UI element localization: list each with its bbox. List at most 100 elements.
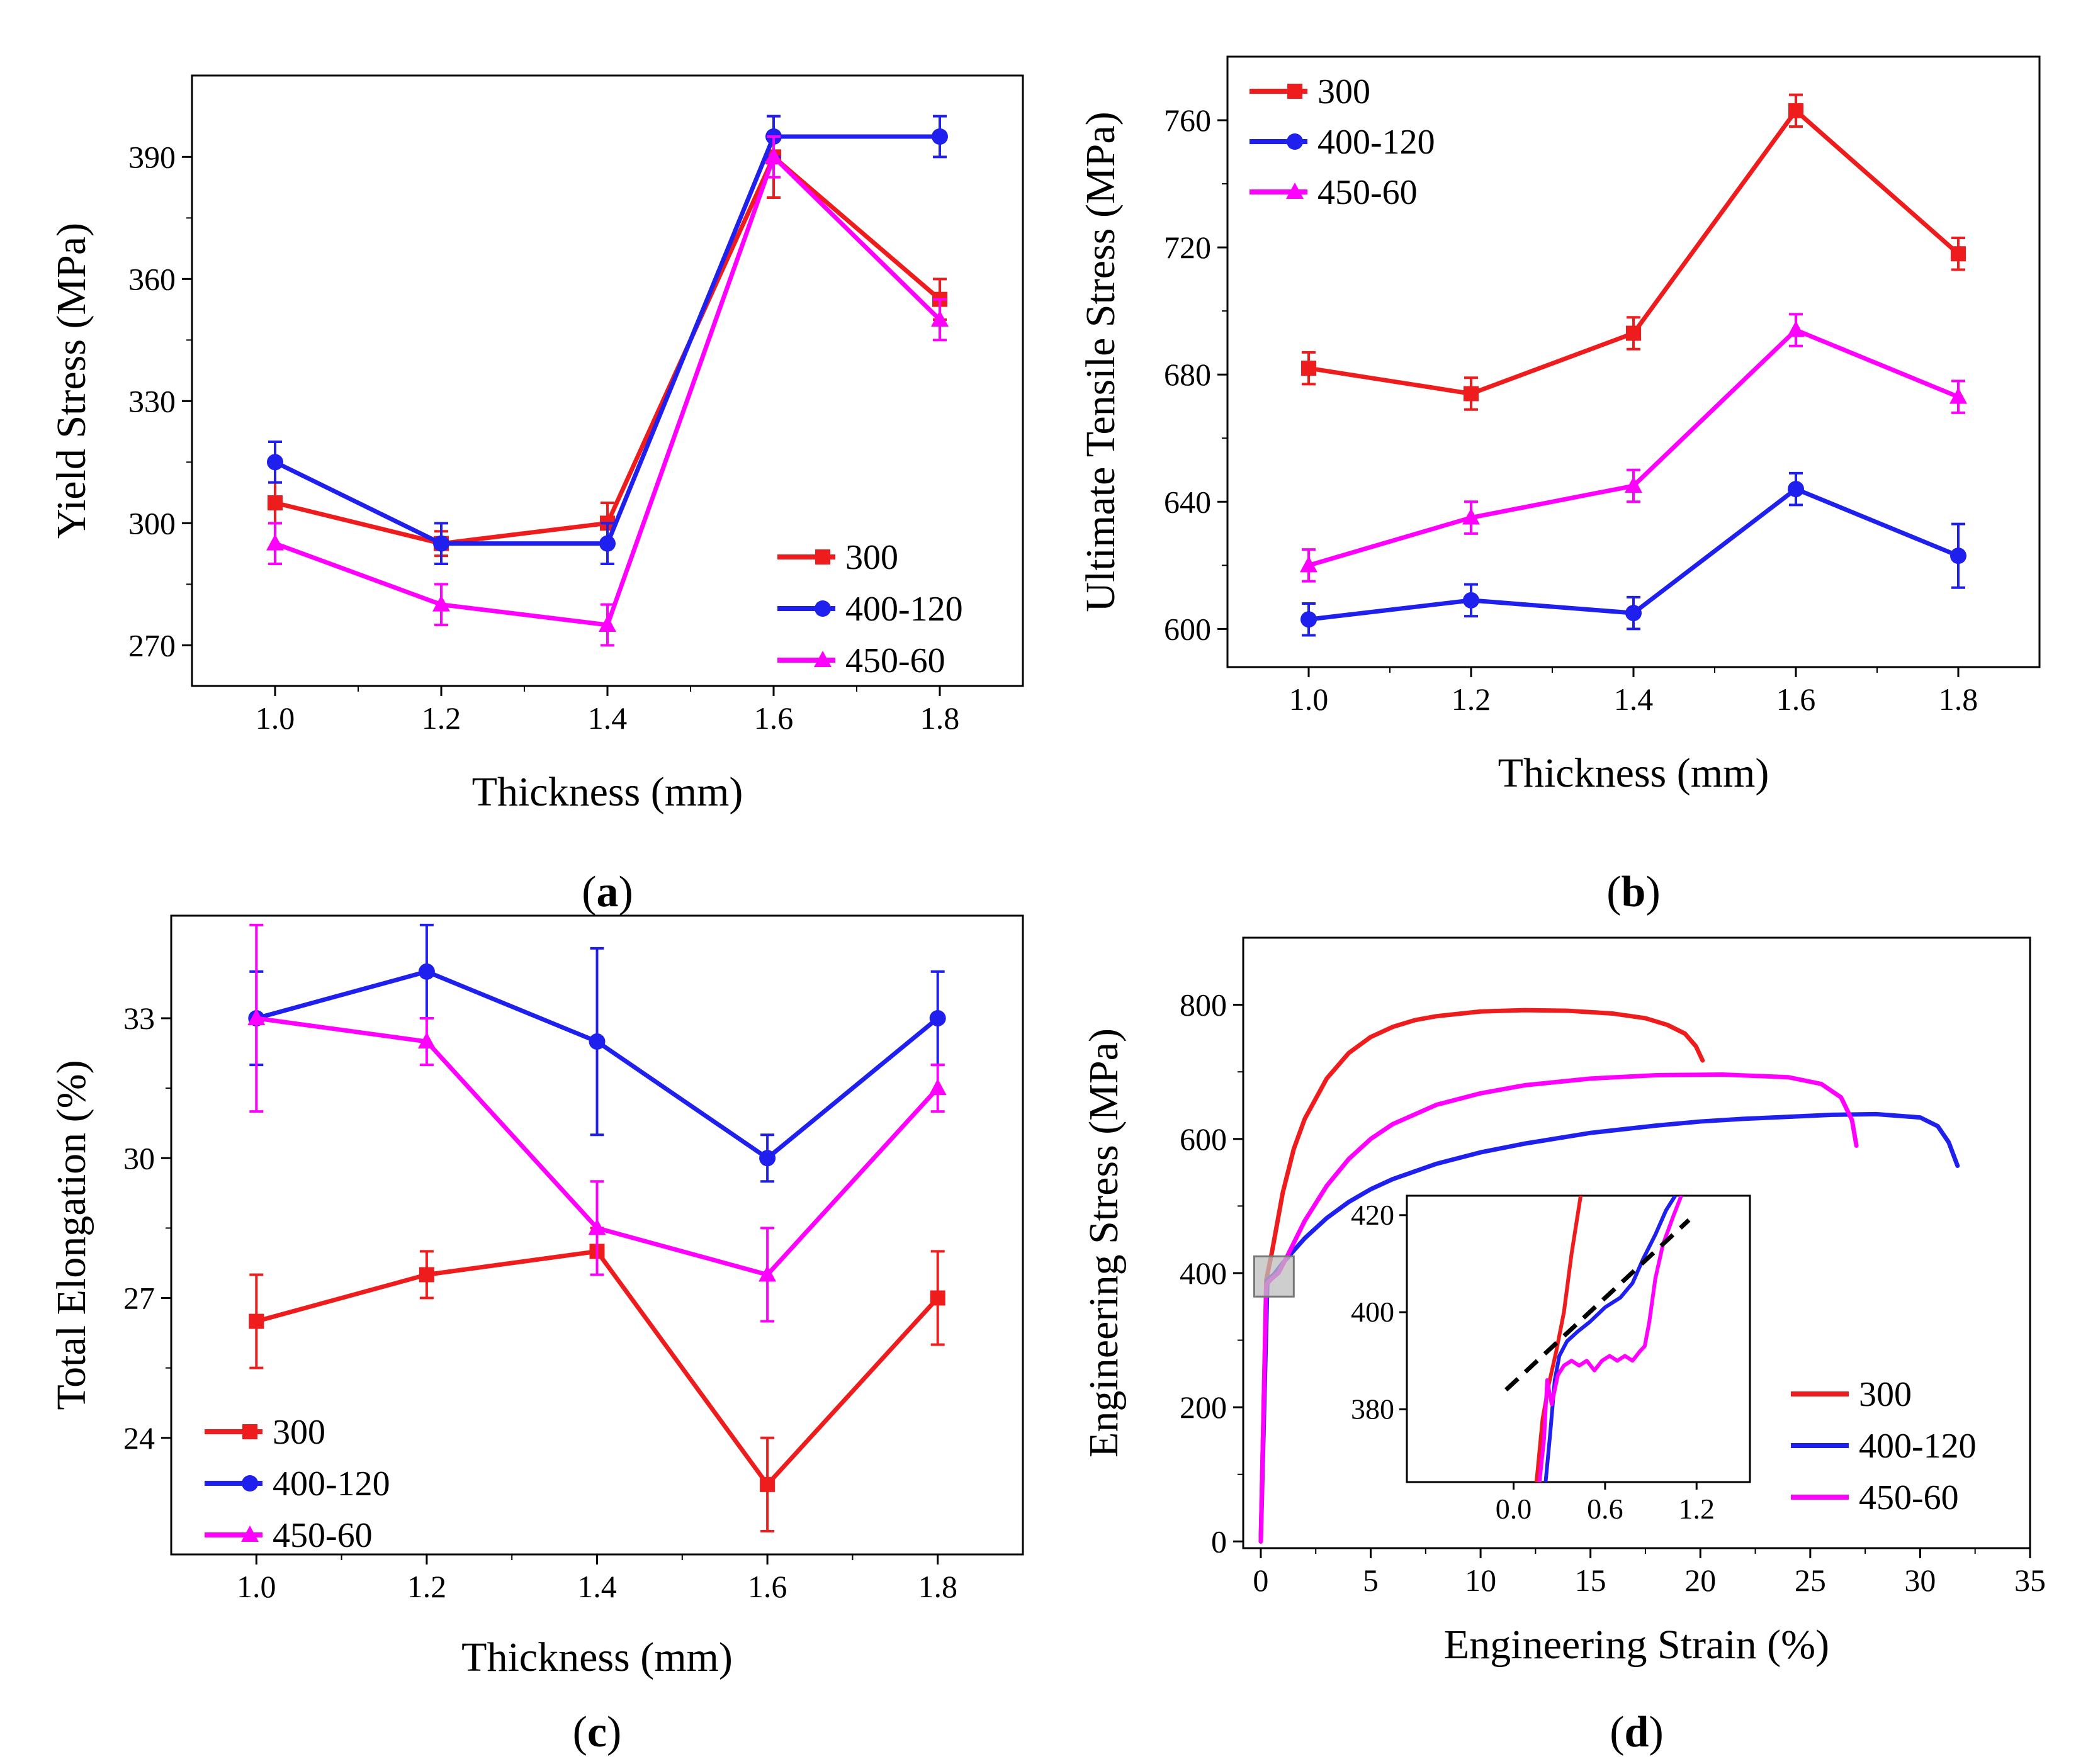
data-point: [760, 1476, 776, 1492]
x-tick-label: 30: [1904, 1563, 1936, 1598]
series-400-120: [1300, 471, 1966, 637]
data-point: [1949, 387, 1967, 404]
panel-label: (c): [573, 1708, 622, 1756]
offset-yield-line: [1504, 1218, 1691, 1392]
panel-label: (a): [582, 868, 633, 916]
x-axis-label: Thickness (mm): [461, 1634, 733, 1680]
legend-label: 450-60: [273, 1516, 373, 1555]
legend-marker: [815, 549, 830, 565]
y-axis-label: Total Elongation (%): [48, 1060, 94, 1410]
chart-panel-d: 0 5 10 15 20 25 30 35 0 200 400 600 800 Engineering S…: [1081, 936, 2046, 1756]
data-point: [759, 1150, 776, 1167]
x-tick-label: 1.6: [1776, 682, 1816, 717]
data-point: [1300, 611, 1317, 628]
x-tick-label: 1.2: [407, 1569, 447, 1604]
data-point: [1787, 320, 1805, 337]
legend-label: 400-120: [273, 1464, 390, 1503]
data-point: [1463, 592, 1479, 609]
y-tick-label: 33: [123, 1001, 155, 1036]
data-point: [1300, 556, 1317, 573]
legend-marker: [815, 600, 831, 617]
data-point: [247, 1008, 266, 1025]
x-tick-label: 5: [1363, 1563, 1379, 1598]
inset-x-tick-label: 0.0: [1496, 1493, 1532, 1525]
legend-marker: [242, 1475, 258, 1492]
legend-marker: [241, 1525, 259, 1542]
legend-marker: [814, 651, 832, 667]
inset-x-tick-label: 0.6: [1587, 1493, 1623, 1525]
x-tick-label: 1.0: [256, 700, 295, 736]
inset-y-tick-label: 380: [1351, 1393, 1394, 1425]
x-tick-label: 35: [2014, 1563, 2046, 1598]
x-tick-label: 1.2: [422, 700, 461, 736]
x-tick-label: 1.4: [1614, 682, 1654, 717]
x-tick-label: 15: [1575, 1563, 1606, 1598]
data-point: [249, 1313, 264, 1329]
data-point: [588, 1218, 606, 1235]
y-tick-label: 390: [128, 139, 176, 174]
y-tick-label: 360: [128, 261, 176, 296]
x-tick-label: 1.8: [920, 700, 960, 736]
series-450-60: [247, 923, 947, 1323]
x-tick-label: 1.8: [1939, 682, 1978, 717]
data-point: [419, 1267, 434, 1283]
data-point: [417, 1032, 436, 1049]
data-point: [267, 454, 283, 471]
legend-marker: [1287, 133, 1303, 150]
data-point: [268, 495, 283, 510]
inset-chart: 0.0 0.6 1.2 380 400 420: [1351, 1194, 1751, 1525]
data-point: [930, 1290, 945, 1306]
data-point: [1625, 476, 1642, 493]
legend-label: 450-60: [1859, 1478, 1959, 1517]
x-axis-label: Engineering Strain (%): [1444, 1622, 1829, 1668]
inset-curve: [1543, 1196, 1677, 1482]
legend-label: 300: [1317, 72, 1370, 111]
y-tick-label: 24: [123, 1420, 155, 1456]
inset-y-tick-label: 420: [1351, 1199, 1394, 1231]
series-450-60: [1300, 313, 1967, 583]
y-tick-label: 27: [123, 1281, 155, 1316]
data-point: [1626, 325, 1641, 341]
legend-label: 400-120: [1859, 1427, 1977, 1466]
chart-panel-a: 1.0 1.2 1.4 1.6 1.8 270 300 330 360 390 Thickness …: [48, 74, 1024, 916]
data-point: [1950, 548, 1966, 565]
data-point: [589, 1033, 606, 1050]
data-point: [932, 128, 948, 145]
x-axis-label: Thickness (mm): [472, 769, 743, 815]
legend-label: 300: [273, 1413, 325, 1452]
y-tick-label: 800: [1180, 987, 1227, 1023]
data-point: [765, 147, 782, 164]
inset-x-tick-label: 1.2: [1678, 1493, 1715, 1525]
y-tick-label: 680: [1164, 357, 1211, 392]
zoom-region-box: [1253, 1255, 1295, 1298]
data-point: [1788, 103, 1803, 118]
y-tick-label: 400: [1180, 1256, 1227, 1291]
y-tick-label: 330: [128, 383, 176, 419]
x-tick-label: 1.6: [748, 1569, 787, 1604]
y-tick-label: 600: [1164, 611, 1211, 646]
x-tick-label: 1.2: [1452, 682, 1491, 717]
legend-label: 400-120: [1317, 123, 1435, 162]
data-point: [759, 1265, 777, 1282]
y-axis-label: Engineering Stress (MPa): [1081, 1028, 1127, 1458]
data-point: [266, 534, 284, 551]
x-tick-label: 25: [1795, 1563, 1826, 1598]
inset-curves: [1504, 1196, 1691, 1482]
legend-marker: [242, 1424, 257, 1439]
series-450-60: [266, 135, 949, 647]
x-tick-label: 1.4: [588, 700, 628, 736]
x-tick-label: 1.4: [577, 1569, 617, 1604]
legend-label: 450-60: [845, 641, 945, 680]
data-point: [599, 535, 616, 552]
data-point: [418, 963, 435, 980]
x-tick-label: 0: [1253, 1563, 1268, 1598]
y-tick-label: 600: [1180, 1121, 1227, 1157]
y-tick-label: 270: [128, 627, 176, 663]
y-tick-label: 640: [1164, 484, 1211, 519]
chart-panel-c: 1.0 1.2 1.4 1.6 1.8 24 27 30 33 Thickness (mm) Tot…: [48, 914, 1024, 1756]
x-tick-label: 10: [1465, 1563, 1496, 1598]
data-point: [1625, 605, 1642, 622]
legend-label: 300: [1859, 1375, 1912, 1414]
y-tick-label: 0: [1211, 1524, 1227, 1559]
